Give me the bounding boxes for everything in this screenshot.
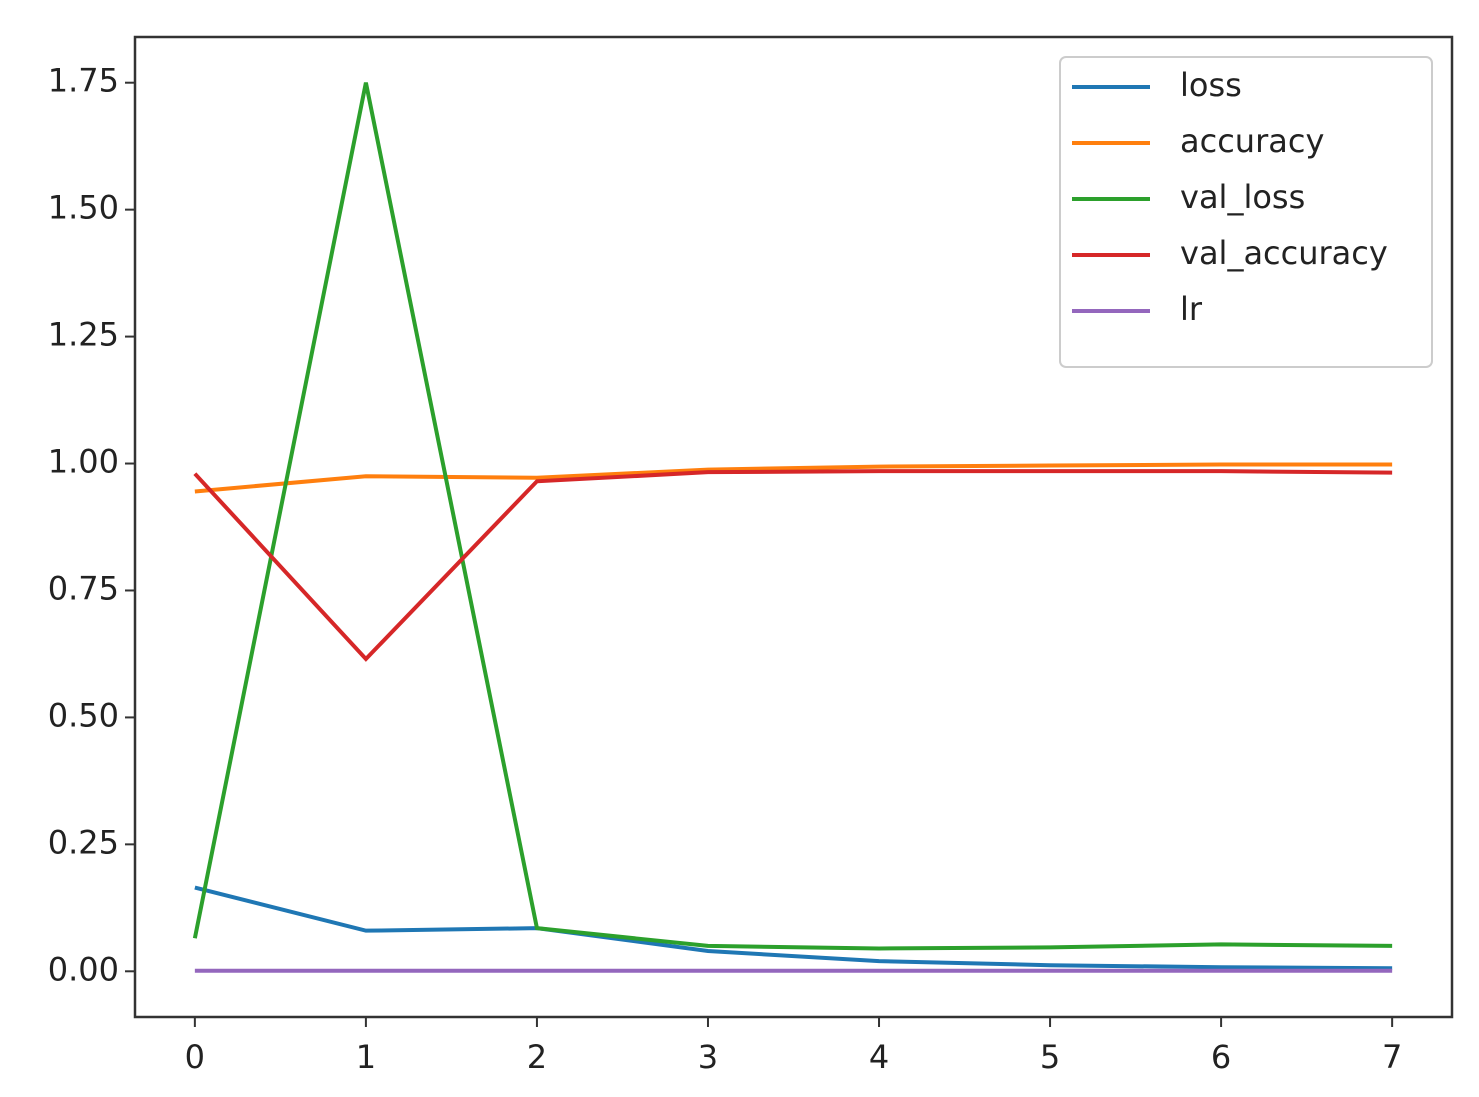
x-tick-label: 3 [698, 1038, 718, 1076]
data-line [194, 885, 1393, 971]
y-tick-label: 0.75 [48, 569, 119, 607]
legend-label: lr [1180, 290, 1203, 328]
data-line [193, 469, 1393, 662]
x-tick-label: 7 [1382, 1038, 1402, 1076]
legend-label: accuracy [1180, 122, 1324, 160]
legend-label: loss [1180, 66, 1242, 104]
x-tick-label: 4 [869, 1038, 889, 1076]
y-tick-label: 0.50 [48, 696, 119, 734]
x-tick-label: 5 [1040, 1038, 1060, 1076]
x-tick-label: 0 [185, 1038, 205, 1076]
legend-box [1059, 56, 1433, 368]
y-tick-label: 1.75 [48, 62, 119, 100]
x-tick-label: 2 [527, 1038, 547, 1076]
x-tick-label: 1 [356, 1038, 376, 1076]
y-tick-label: 0.00 [48, 950, 119, 988]
data-line [194, 462, 1393, 494]
plot-frame [133, 35, 1454, 1019]
y-tick-label: 1.25 [48, 316, 119, 354]
data-line [192, 82, 1393, 951]
y-tick-label: 1.00 [48, 443, 119, 481]
y-tick-label: 0.25 [48, 823, 119, 861]
y-tick-label: 1.50 [48, 189, 119, 227]
legend-label: val_loss [1180, 178, 1305, 216]
x-tick-label: 6 [1211, 1038, 1231, 1076]
legend-label: val_accuracy [1180, 234, 1388, 272]
